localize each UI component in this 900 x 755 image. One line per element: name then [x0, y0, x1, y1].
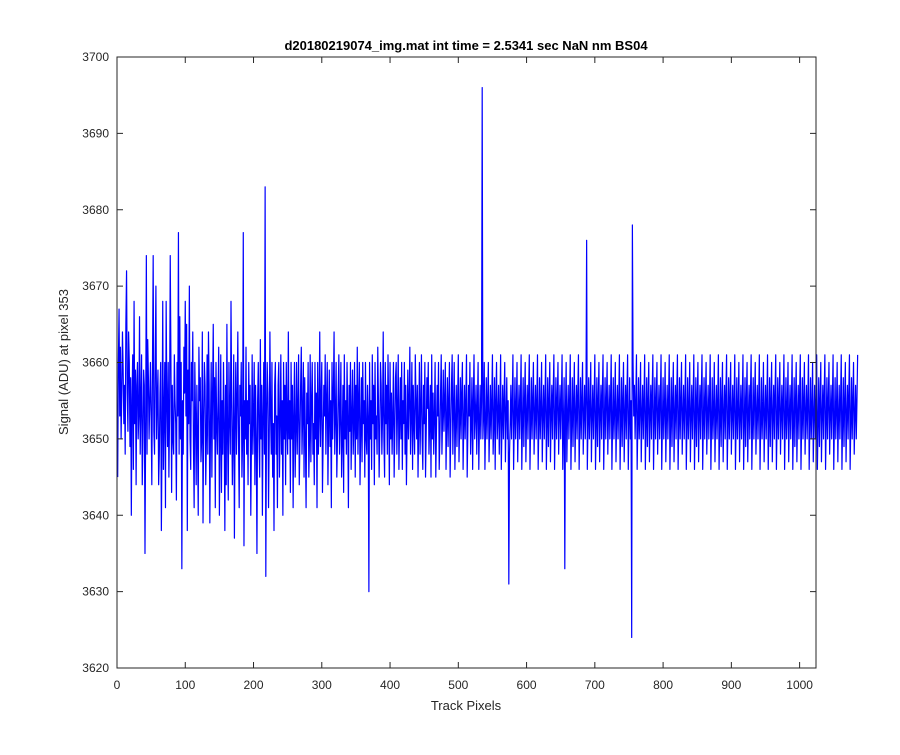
x-tick-label: 800: [653, 678, 673, 692]
x-tick-label: 900: [721, 678, 741, 692]
y-tick-label: 3680: [82, 203, 109, 217]
y-tick-label: 3670: [82, 279, 109, 293]
tick-labels: 0 100 200 300 400 500 600 700 800 900 1000 3620 3630…: [82, 50, 813, 692]
x-tick-label: 400: [380, 678, 400, 692]
y-tick-label: 3620: [82, 661, 109, 675]
x-tick-label: 600: [517, 678, 537, 692]
x-tick-label: 100: [175, 678, 195, 692]
x-tick-label: 500: [448, 678, 468, 692]
y-tick-label: 3700: [82, 50, 109, 64]
x-tick-label: 700: [585, 678, 605, 692]
y-tick-label: 3630: [82, 585, 109, 599]
y-axis-label: Signal (ADU) at pixel 353: [56, 289, 71, 435]
chart-title: d20180219074_img.mat int time = 2.5341 s…: [284, 38, 648, 53]
y-tick-label: 3640: [82, 508, 109, 522]
x-tick-label: 200: [244, 678, 264, 692]
series-layer: [117, 86, 859, 639]
x-tick-label: 0: [114, 678, 121, 692]
y-tick-label: 3660: [82, 356, 109, 370]
plot-frame: [116, 56, 817, 669]
x-tick-label: 300: [312, 678, 332, 692]
y-tick-label: 3690: [82, 126, 109, 140]
y-tick-label: 3650: [82, 432, 109, 446]
x-axis-label: Track Pixels: [431, 698, 502, 713]
x-tick-label: 1000: [786, 678, 813, 692]
series-line-0: [117, 86, 859, 639]
